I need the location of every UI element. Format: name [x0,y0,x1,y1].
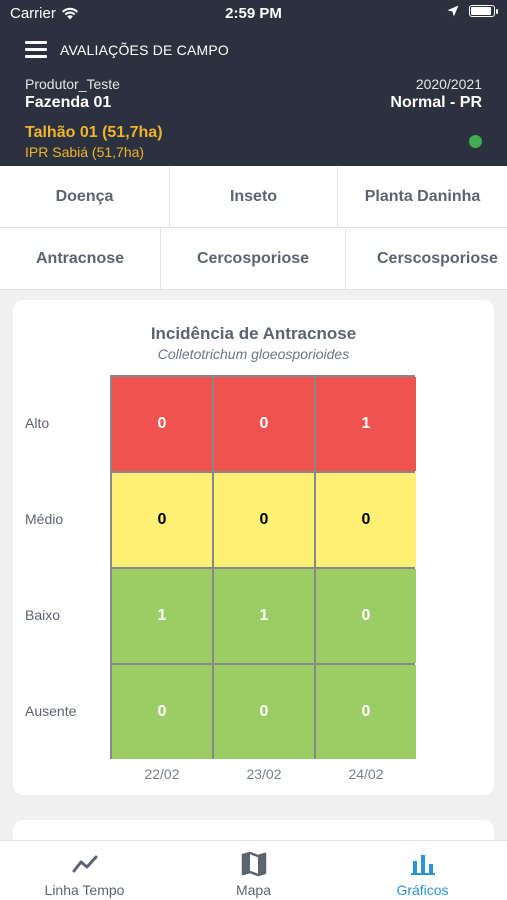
battery-fill [471,7,491,15]
heatmap-row-label: Médio [25,511,64,527]
disease-tabs: Antracnose Cercosporiose Cerscosporiose [0,228,507,290]
heatmap-cell: 0 [316,473,416,567]
heatmap-cell: 0 [316,569,416,663]
heatmap-cell: 0 [214,665,314,759]
battery-icon [469,5,498,17]
tab-cerscosporiose[interactable]: Cerscosporiose [346,228,507,289]
region-label: Normal - PR [390,94,482,111]
category-tabs: Doença Inseto Planta Daninha [0,166,507,228]
heatmap-column-label: 23/02 [246,766,282,782]
app-header: AVALIAÇÕES DE CAMPO Produtor_Teste Fazen… [0,28,507,166]
bar-chart-icon [410,855,435,875]
heatmap-column-label: 24/02 [348,766,384,782]
season-label: 2020/2021 [415,76,482,92]
map-icon [241,851,266,877]
nav-linha-tempo[interactable]: Linha Tempo [0,841,169,900]
location-arrow-icon [447,5,459,17]
carrier-group: Carrier [10,5,79,22]
heatmap-row-label: Baixo [25,607,61,623]
heatmap-cell: 1 [214,569,314,663]
heatmap-cell: 0 [316,665,416,759]
chart-card: Incidência de Antracnose Colletotrichum … [13,300,494,795]
tab-label: Antracnose [35,249,125,267]
producer-name: Produtor_Teste [25,76,120,92]
nav-graficos[interactable]: Gráficos [338,841,507,900]
tab-label: Doença [55,187,114,205]
status-indicator-dot [469,135,482,148]
chart-title: Incidência de Antracnose [150,324,357,343]
heatmap-cell: 1 [112,569,212,663]
app-title: AVALIAÇÕES DE CAMPO [60,42,229,58]
heatmap-cell: 0 [214,473,314,567]
tab-label: Planta Daninha [364,187,481,205]
status-time: 2:59 PM [225,5,282,22]
variety-name: IPR Sabiá (51,7ha) [25,144,145,160]
wifi-icon [61,7,78,20]
farm-name: Fazenda 01 [25,94,112,111]
tab-inseto[interactable]: Inseto [170,166,338,227]
status-bar: Carrier 2:59 PM [0,0,507,28]
tab-label: Cerscosporiose [377,249,498,267]
nav-label: Linha Tempo [44,882,125,898]
heatmap-cell: 0 [112,665,212,759]
status-right-group [447,5,498,17]
tab-antracnose[interactable]: Antracnose [0,228,161,289]
bottom-navigation: Linha Tempo Mapa Gráficos [0,840,507,900]
chart-subtitle: Colletotrichum gloeosporioides [157,346,350,362]
nav-mapa[interactable]: Mapa [169,841,338,900]
heatmap-column-label: 22/02 [144,766,180,782]
heatmap-cell: 0 [112,473,212,567]
plot-name: Talhão 01 (51,7ha) [25,124,163,141]
heatmap-cell: 0 [214,377,314,471]
tab-doenca[interactable]: Doença [0,166,170,227]
line-chart-icon [72,855,97,873]
nav-label: Mapa [235,882,272,898]
heatmap-cell: 1 [316,377,416,471]
tab-planta-daninha[interactable]: Planta Daninha [338,166,507,227]
nav-label: Gráficos [396,882,449,898]
hamburger-menu-icon[interactable] [25,41,47,59]
carrier-label: Carrier [10,5,56,22]
heatmap-row-label: Ausente [25,703,77,719]
heatmap-cell: 0 [112,377,212,471]
tab-label: Inseto [229,187,278,205]
tab-cercosporiose[interactable]: Cercosporiose [161,228,346,289]
tab-label: Cercosporiose [196,249,310,267]
heatmap-row-label: Alto [25,415,50,431]
